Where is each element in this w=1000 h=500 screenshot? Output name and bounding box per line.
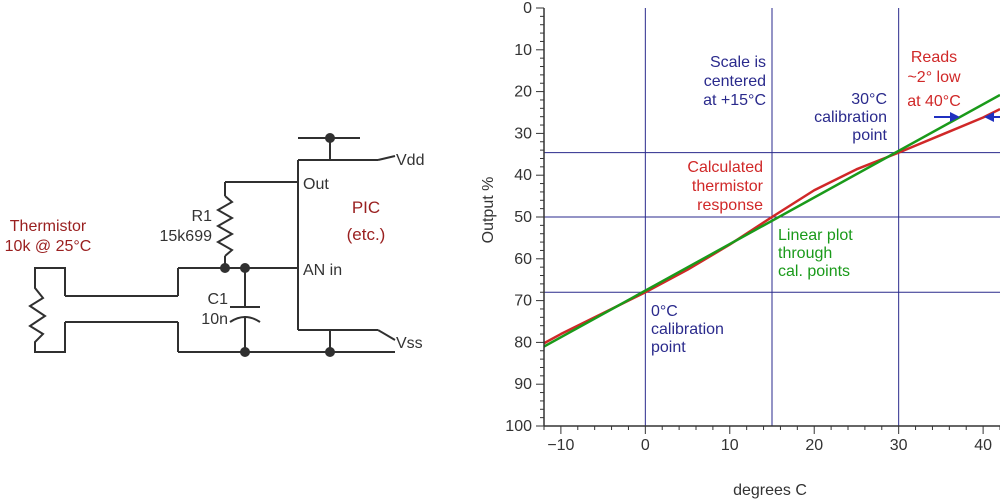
annotation-line: calibration: [651, 321, 724, 338]
annotation-line: point: [651, 339, 686, 356]
junction-vss: [325, 347, 335, 357]
y-tick-label: 100: [505, 418, 532, 435]
annotation-reads-low: Reads ~2° low at 40°C: [907, 49, 961, 110]
arrow-left-head: [950, 112, 960, 122]
thermistor-outline: [28, 267, 66, 353]
thermistor-label-1: Thermistor: [10, 218, 87, 235]
y-tick-label: 50: [514, 209, 532, 226]
chip-label-2: (etc.): [347, 225, 386, 244]
y-tick-label: 60: [514, 251, 532, 268]
pin-out-label: Out: [303, 176, 329, 193]
y-tick-label: 40: [514, 167, 532, 184]
annotation-line: ~2° low: [907, 69, 961, 86]
annotation-line: calibration: [814, 109, 887, 126]
annotation-0c-calibration: 0°C calibration point: [651, 303, 724, 356]
x-tick-label: 20: [805, 437, 823, 454]
y-tick-label: 90: [514, 376, 532, 393]
annotation-line: Scale is: [710, 54, 766, 71]
annotation-line: at +15°C: [703, 92, 766, 109]
r1-resistor: [215, 195, 235, 257]
annotation-linear-plot: Linear plot through cal. points: [778, 227, 853, 280]
error-arrows: [934, 112, 1000, 122]
x-tick-label: −10: [547, 437, 574, 454]
annotation-line: through: [778, 245, 832, 262]
junction-c1-top: [240, 263, 250, 273]
annotation-line: point: [852, 127, 887, 144]
annotation-line: 0°C: [651, 303, 678, 320]
x-axis-title: degrees C: [733, 482, 807, 499]
annotation-30c-calibration: 30°C calibration point: [814, 91, 887, 144]
annotation-line: cal. points: [778, 263, 850, 280]
annotation-line: Calculated: [687, 159, 763, 176]
y-tick-label: 30: [514, 125, 532, 142]
pin-an-label: AN in: [303, 262, 342, 279]
y-tick-label: 0: [523, 0, 532, 17]
junction-vdd: [325, 133, 335, 143]
annotation-line: at 40°C: [907, 93, 961, 110]
vdd-label: Vdd: [396, 152, 424, 169]
circuit-schematic: [28, 137, 396, 353]
thermistor-label-2: 10k @ 25°C: [5, 238, 92, 255]
c1-label-1: C1: [208, 291, 229, 308]
series-line-linear: [543, 93, 1000, 348]
annotation-scale-centered: Scale is centered at +15°C: [703, 54, 766, 109]
r1-label-1: R1: [192, 208, 213, 225]
y-tick-label: 10: [514, 42, 532, 59]
y-tick-label: 70: [514, 293, 532, 310]
chart-series: [543, 93, 1000, 348]
chart-axes: [536, 7, 1000, 434]
chart: 0 10 20 30 40 50 60 70 80 90 100 −10 0 10 20 30 40 Outpu…: [480, 0, 1000, 499]
y-tick-label: 80: [514, 334, 532, 351]
annotation-line: 30°C: [851, 91, 887, 108]
vss-label: Vss: [396, 335, 423, 352]
x-tick-label: 0: [641, 437, 650, 454]
x-tick-label: 10: [721, 437, 739, 454]
chart-tick-labels: 0 10 20 30 40 50 60 70 80 90 100 −10 0 10 20 30 40: [505, 0, 992, 454]
annotation-line: Reads: [911, 49, 957, 66]
circuit-junctions: [220, 133, 335, 357]
chip-label-1: PIC: [352, 198, 380, 217]
y-axis-title: Output %: [480, 177, 497, 244]
junction-c1-bottom: [240, 347, 250, 357]
vss-lead: [377, 329, 396, 341]
annotation-line: Linear plot: [778, 227, 853, 244]
x-tick-label: 40: [974, 437, 992, 454]
c1-label-2: 10n: [201, 311, 228, 328]
vdd-lead: [377, 155, 396, 161]
annotation-line: centered: [704, 73, 766, 90]
annotation-line: thermistor: [692, 178, 764, 195]
y-tick-label: 20: [514, 84, 532, 101]
annotation-calculated-response: Calculated thermistor response: [687, 159, 763, 214]
junction-r1: [220, 263, 230, 273]
x-tick-label: 30: [890, 437, 908, 454]
r1-label-2: 15k699: [160, 228, 213, 245]
arrow-right-head: [984, 112, 994, 122]
annotation-line: response: [697, 197, 763, 214]
